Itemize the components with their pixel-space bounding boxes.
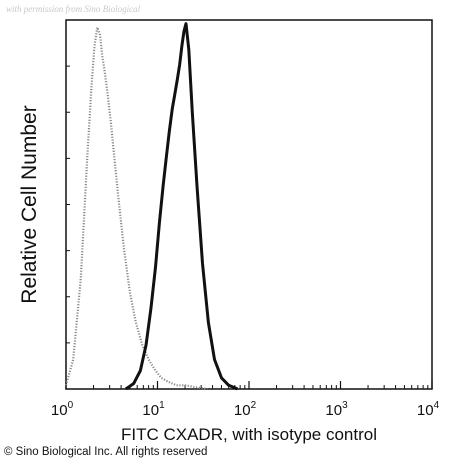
- x-tick-label: 104: [417, 400, 440, 419]
- x-tick-label: 102: [234, 400, 257, 419]
- histogram-series: [64, 22, 239, 391]
- x-axis-label: FITC CXADR, with isotype control: [121, 425, 377, 444]
- cxadr-curve: [124, 22, 239, 391]
- copyright-notice: © Sino Biological Inc. All rights reserv…: [4, 446, 208, 458]
- watermark-text: with permission from Sino Biological: [6, 4, 141, 14]
- x-tick-label: 103: [325, 400, 348, 419]
- y-axis-label: Relative Cell Number: [18, 105, 41, 303]
- x-tick-label: 101: [142, 400, 165, 419]
- x-axis-tick-labels: 100 101 102 103 104: [51, 400, 440, 419]
- x-axis-ticks: [65, 19, 433, 389]
- x-tick-label: 100: [51, 400, 74, 419]
- isotype-control-curve: [64, 26, 208, 391]
- plot-frame: [65, 19, 433, 390]
